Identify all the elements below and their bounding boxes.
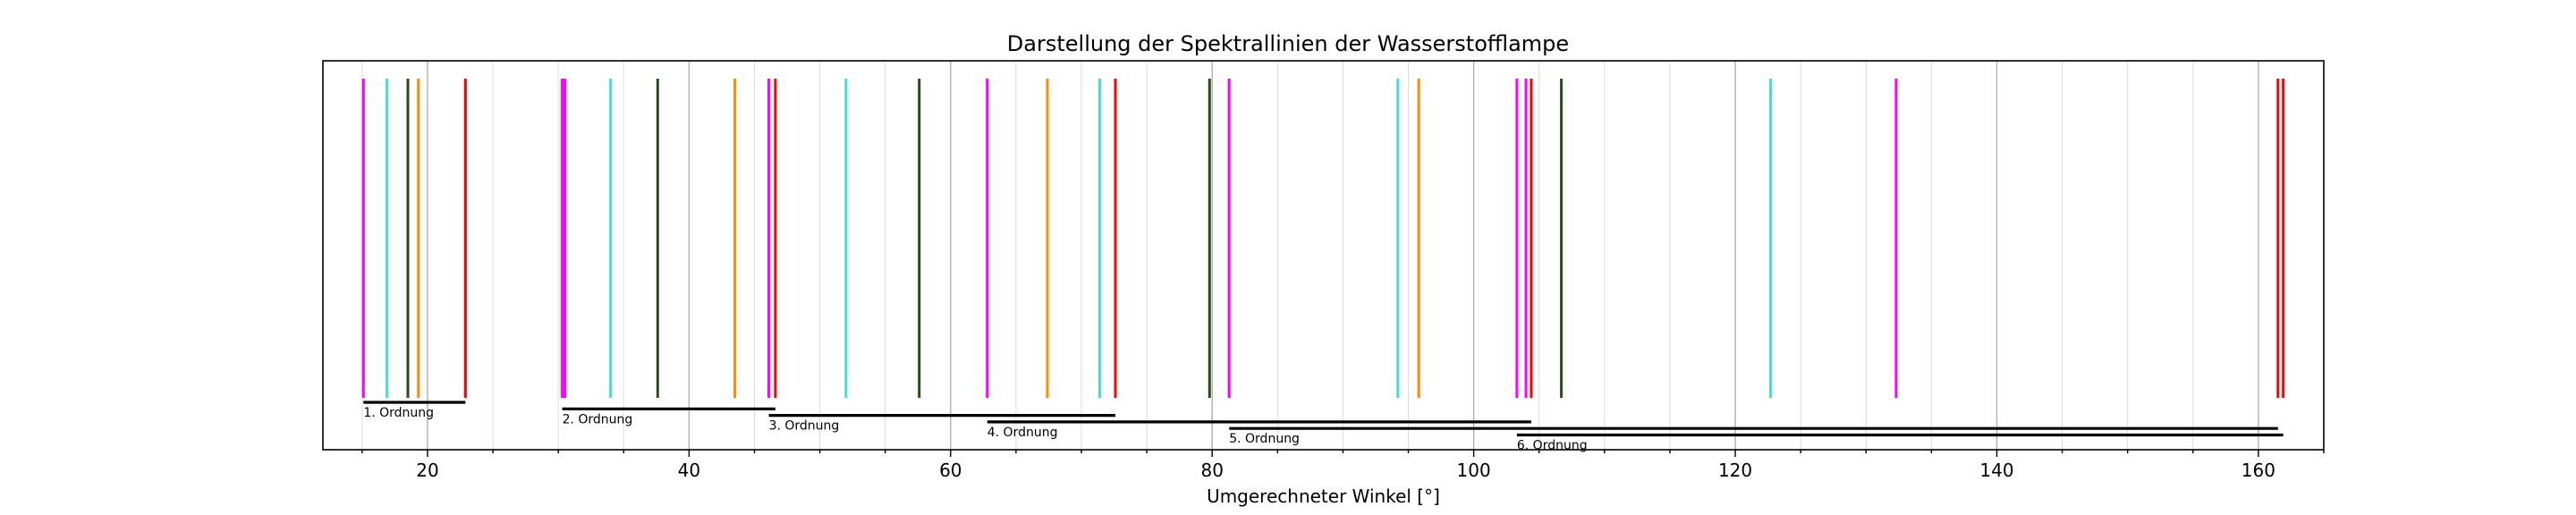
- x-tick-label: 40: [678, 460, 700, 481]
- order-label: 2. Ordnung: [563, 412, 633, 426]
- x-tick-label: 80: [1200, 460, 1223, 481]
- chart-title: Darstellung der Spektrallinien der Wasse…: [1007, 31, 1569, 56]
- order-label: 4. Ordnung: [987, 426, 1058, 440]
- x-tick-label: 160: [2241, 460, 2275, 481]
- x-tick-label: 140: [1979, 460, 2013, 481]
- x-tick-label: 20: [416, 460, 438, 481]
- order-label: 1. Ordnung: [363, 406, 434, 420]
- order-label: 5. Ordnung: [1229, 432, 1300, 446]
- x-axis-label: Umgerechneter Winkel [°]: [1207, 485, 1440, 507]
- spectral-lines: [361, 79, 2285, 398]
- grid: [361, 61, 2325, 450]
- x-tick-label: 60: [939, 460, 962, 481]
- x-tick-label: 100: [1457, 460, 1491, 481]
- x-tick-label: 120: [1718, 460, 1752, 481]
- order-label: 3. Ordnung: [769, 419, 840, 434]
- plot-frame: [322, 60, 2325, 451]
- x-axis: 20 40 60 80 100 120 140 160: [361, 450, 2325, 481]
- order-bars: 1. Ordnung 2. Ordnung 3. Ordnung 4. Ordnung…: [363, 401, 2284, 453]
- order-label: 6. Ordnung: [1517, 439, 1588, 453]
